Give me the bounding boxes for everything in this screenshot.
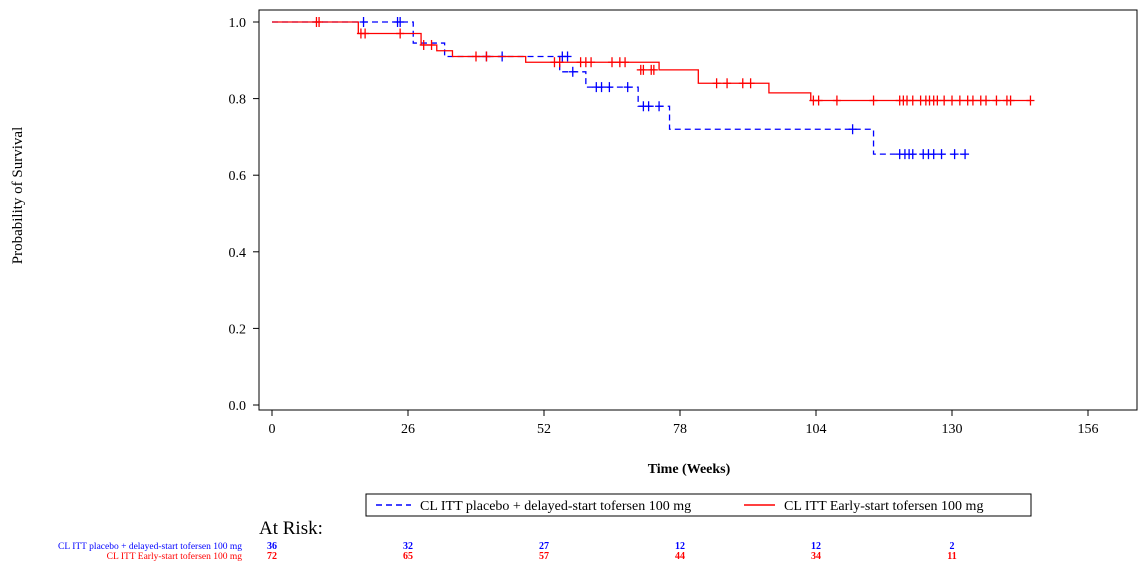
legend: CL ITT placebo + delayed-start tofersen … (365, 493, 1032, 517)
censor-mark-1 (723, 78, 732, 89)
series-line-1 (272, 21, 1031, 102)
y-axis-title: Probability of Survival (10, 127, 26, 265)
censor-mark-0 (396, 17, 405, 27)
y-tick-label: 0.8 (229, 93, 247, 108)
censor-mark-1 (908, 95, 917, 106)
at-risk-count: 27 (539, 541, 549, 552)
at-risk-row-label: CL ITT Early-start tofersen 100 mg (107, 551, 243, 562)
censor-mark-1 (639, 64, 648, 75)
censor-mark-1 (587, 57, 596, 68)
censor-mark-0 (937, 149, 946, 160)
censor-mark-1 (621, 57, 630, 68)
censor-mark-0 (950, 149, 959, 160)
censor-mark-1 (608, 57, 616, 68)
at-risk-count: 36 (267, 541, 277, 552)
censor-mark-1 (832, 95, 841, 106)
y-tick-label: 0.0 (229, 399, 247, 414)
y-tick-label: 0.2 (229, 322, 247, 337)
censor-mark-0 (597, 82, 606, 93)
x-tick-label: 52 (537, 422, 551, 437)
plot-frame (258, 9, 1138, 411)
at-risk-title: At Risk: (259, 518, 323, 539)
censor-mark-0 (929, 149, 938, 160)
x-tick-label: 130 (942, 422, 963, 437)
censor-mark-0 (563, 51, 572, 62)
at-risk-count: 11 (947, 551, 956, 562)
x-tick-label: 26 (401, 422, 415, 437)
censor-mark-0 (568, 66, 577, 77)
x-tick-label: 156 (1078, 422, 1099, 437)
series-line-0 (272, 21, 968, 155)
censor-mark-1 (419, 39, 428, 50)
censor-mark-1 (396, 28, 405, 39)
censor-mark-1 (746, 78, 755, 89)
censor-mark-1 (555, 57, 564, 68)
censor-mark-1 (472, 51, 480, 62)
censor-mark-1 (427, 39, 436, 50)
censor-mark-1 (649, 64, 658, 75)
censor-mark-1 (933, 95, 942, 106)
censor-mark-0 (908, 149, 917, 160)
censor-mark-0 (655, 101, 664, 112)
censor-mark-1 (982, 95, 990, 106)
censor-mark-0 (848, 124, 857, 135)
censor-mark-1 (315, 17, 324, 27)
censor-mark-1 (955, 95, 964, 106)
censor-mark-1 (712, 78, 721, 89)
at-risk-count: 34 (811, 551, 821, 562)
censor-mark-0 (623, 82, 632, 93)
legend-label-1: CL ITT Early-start tofersen 100 mg (784, 499, 983, 514)
x-tick-label: 78 (673, 422, 687, 437)
at-risk-count: 57 (539, 551, 549, 562)
censor-mark-1 (1026, 95, 1035, 106)
legend-box (365, 493, 1032, 517)
y-tick-label: 1.0 (229, 16, 247, 31)
at-risk-count: 12 (675, 541, 685, 552)
at-risk-count: 32 (403, 541, 413, 552)
axes: 0 26 52 78 104 130 156 0.0 0.2 0.4 0.6 0.8 1.0 (229, 9, 1138, 437)
censor-mark-0 (644, 101, 653, 112)
at-risk-count: 65 (403, 551, 413, 562)
at-risk-count: 12 (811, 541, 821, 552)
censor-mark-1 (869, 95, 878, 106)
censor-mark-0 (961, 149, 970, 160)
at-risk-count: 2 (950, 541, 955, 552)
y-tick-label: 0.4 (229, 246, 247, 261)
x-tick-label: 104 (806, 422, 827, 437)
censor-mark-1 (814, 95, 823, 106)
censor-mark-1 (738, 78, 747, 89)
censor-mark-1 (361, 28, 370, 39)
at-risk-count: 72 (267, 551, 277, 562)
y-tick-label: 0.6 (229, 169, 247, 184)
plot-area (272, 17, 1035, 160)
censor-mark-1 (1006, 95, 1015, 106)
censor-mark-0 (359, 17, 368, 27)
censor-mark-1 (992, 95, 1001, 106)
x-tick-label: 0 (269, 422, 276, 437)
censor-mark-1 (948, 95, 956, 106)
legend-label-0: CL ITT placebo + delayed-start tofersen … (420, 499, 691, 514)
censor-mark-1 (482, 51, 491, 62)
at-risk-row-label: CL ITT placebo + delayed-start tofersen … (58, 541, 242, 552)
at-risk-count: 44 (675, 551, 685, 562)
censor-mark-1 (968, 95, 977, 106)
x-axis-title: Time (Weeks) (648, 462, 731, 477)
censor-mark-0 (605, 82, 614, 93)
at-risk-table: At Risk: CL ITT placebo + delayed-start … (58, 518, 957, 562)
censor-mark-1 (940, 95, 949, 106)
